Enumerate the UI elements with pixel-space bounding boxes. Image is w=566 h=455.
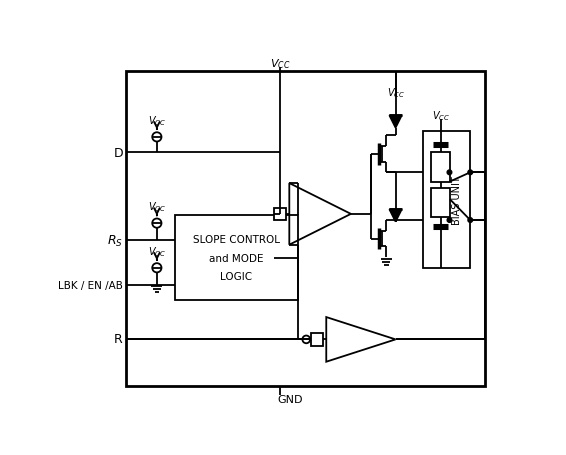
Text: GND: GND <box>277 394 303 404</box>
Text: LBK / EN /AB: LBK / EN /AB <box>58 280 123 290</box>
Text: $V_{CC}$: $V_{CC}$ <box>148 114 166 127</box>
Polygon shape <box>389 116 402 128</box>
Text: and MODE: and MODE <box>209 253 263 263</box>
Bar <box>126 71 485 386</box>
Text: $V_{CC}$: $V_{CC}$ <box>387 86 405 100</box>
Bar <box>431 188 450 217</box>
Circle shape <box>447 171 452 175</box>
Text: LOGIC: LOGIC <box>220 272 252 282</box>
Text: $V_{CC}$: $V_{CC}$ <box>432 109 450 123</box>
Text: $V_{CC}$: $V_{CC}$ <box>148 200 166 213</box>
Polygon shape <box>389 210 402 222</box>
Circle shape <box>447 218 452 223</box>
Text: $V_{CC}$: $V_{CC}$ <box>270 57 290 71</box>
Bar <box>274 208 286 221</box>
Circle shape <box>468 171 473 175</box>
Text: R: R <box>114 333 123 345</box>
Text: D: D <box>113 147 123 159</box>
Text: SLOPE CONTROL: SLOPE CONTROL <box>192 235 280 245</box>
Bar <box>422 131 470 268</box>
Text: $V_{CC}$: $V_{CC}$ <box>148 244 166 258</box>
Text: BIAS UNIT: BIAS UNIT <box>452 176 462 224</box>
Circle shape <box>468 218 473 223</box>
Bar <box>431 153 450 182</box>
Bar <box>311 334 323 346</box>
Bar <box>174 216 298 300</box>
Text: $R_S$: $R_S$ <box>107 233 123 248</box>
